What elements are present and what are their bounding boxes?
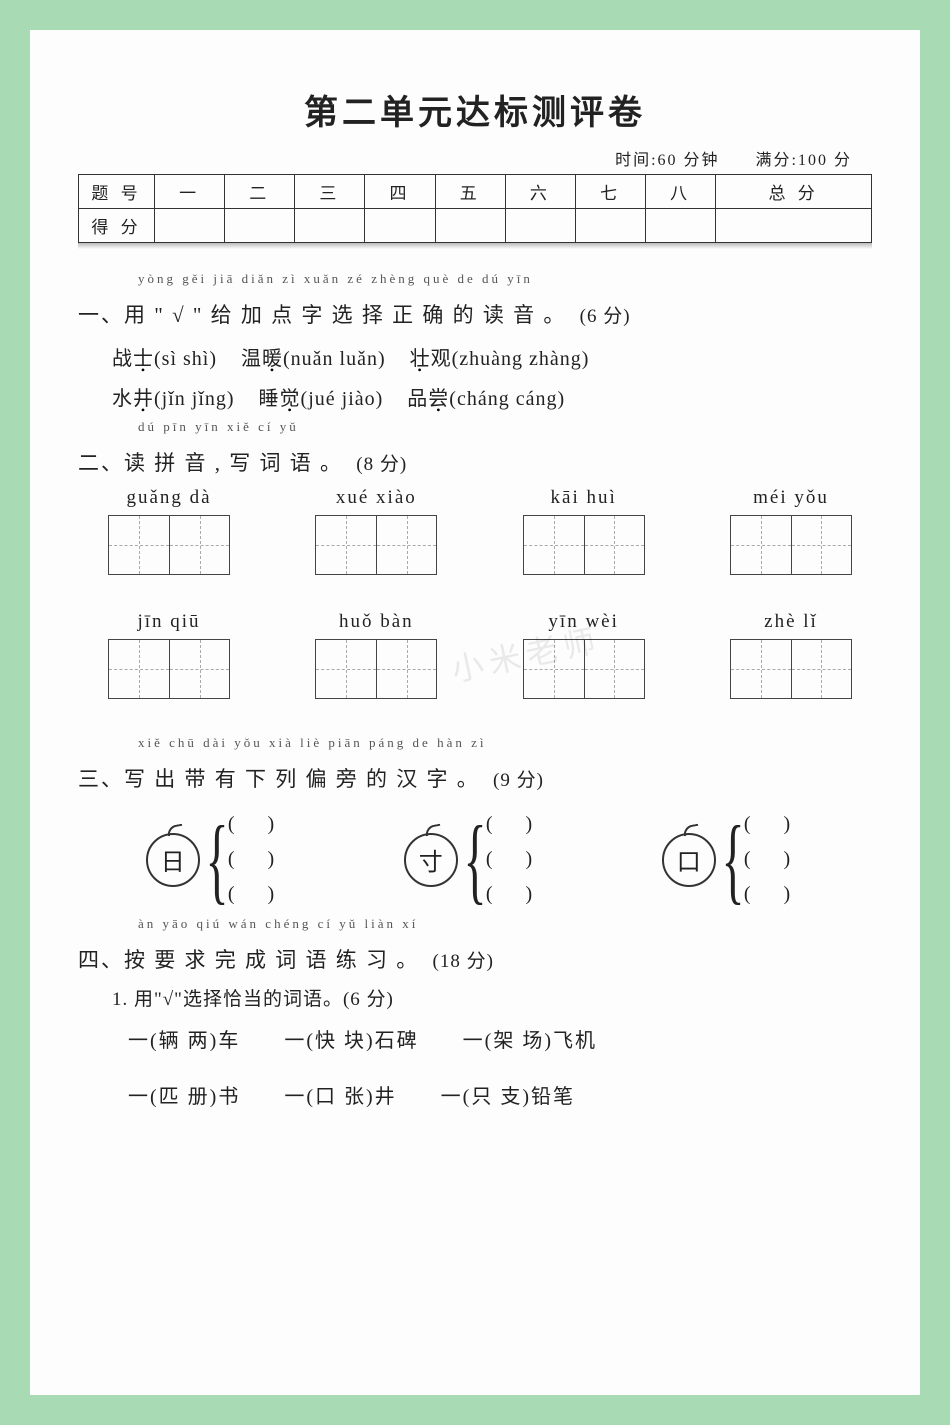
- col-head: 一: [155, 175, 225, 209]
- q2-grid: guǎng dà xué xiào kāi huì méi yǒu jīn qiū huǒ…: [78, 487, 872, 699]
- answer-slots[interactable]: ( )( )( ): [486, 813, 546, 906]
- q4-ruby: àn yāo qiú wán chéng cí yǔ liàn xí: [78, 916, 872, 932]
- pinyin-label: zhè lǐ: [730, 611, 852, 633]
- brace-icon: {: [463, 826, 486, 893]
- pinyin-label: guǎng dà: [108, 487, 230, 509]
- q1-heading-text: 一、用 " √ " 给 加 点 字 选 择 正 确 的 读 音 。: [78, 303, 566, 327]
- score-cell[interactable]: [225, 209, 295, 243]
- col-head: 五: [435, 175, 505, 209]
- q1-heading: 一、用 " √ " 给 加 点 字 选 择 正 确 的 读 音 。 (6 分): [78, 299, 872, 329]
- fullscore-label: 满分:100 分: [756, 152, 852, 169]
- q2-item: guǎng dà: [108, 487, 230, 575]
- col-head: 二: [225, 175, 295, 209]
- radical-apple-icon: 日: [146, 833, 200, 887]
- tianzige-box[interactable]: [523, 639, 645, 699]
- score-cell[interactable]: [646, 209, 716, 243]
- q3-item: 寸{( )( )( ): [404, 813, 546, 906]
- tianzige-box[interactable]: [315, 639, 437, 699]
- q3-item: 口{( )( )( ): [662, 813, 804, 906]
- q4-choice-item[interactable]: 一(架 场)飞机: [463, 1021, 597, 1061]
- radical-apple-icon: 口: [662, 833, 716, 887]
- q1-body: 战士(sì shì) 温暖(nuǎn luǎn) 壮观(zhuàng zhàng) 水…: [78, 339, 872, 419]
- row-label: 得 分: [79, 209, 155, 243]
- q3-ruby: xiě chū dài yǒu xià liè piān páng de hàn…: [78, 735, 872, 751]
- meta-row: 时间:60 分钟 满分:100 分: [78, 146, 872, 170]
- tianzige-box[interactable]: [730, 515, 852, 575]
- q3-row: 日{( )( )( )寸{( )( )( )口{( )( )( ): [78, 803, 872, 916]
- radical-apple-icon: 寸: [404, 833, 458, 887]
- q4-choice-item[interactable]: 一(快 块)石碑: [284, 1021, 418, 1061]
- q2-item: xué xiào: [315, 487, 437, 575]
- score-cell[interactable]: [295, 209, 365, 243]
- pinyin-label: kāi huì: [523, 487, 645, 509]
- score-cell[interactable]: [505, 209, 575, 243]
- q2-item: jīn qiū: [108, 611, 230, 699]
- q2-item: zhè lǐ: [730, 611, 852, 699]
- q2-heading-text: 二、读 拼 音 , 写 词 语 。: [78, 451, 343, 475]
- answer-slots[interactable]: ( )( )( ): [228, 813, 288, 906]
- tianzige-box[interactable]: [523, 515, 645, 575]
- q1-item[interactable]: 睡觉(jué jiào): [259, 379, 384, 419]
- brace-icon: {: [721, 826, 744, 893]
- page: 第二单元达标测评卷 时间:60 分钟 满分:100 分 题 号 一 二 三 四 …: [30, 30, 920, 1395]
- table-row: 得 分: [79, 209, 872, 243]
- q4-choice-item[interactable]: 一(辆 两)车: [128, 1021, 240, 1061]
- q4-choice-item[interactable]: 一(口 张)井: [284, 1077, 396, 1117]
- pinyin-label: jīn qiū: [108, 611, 230, 633]
- q4-points: (18 分): [433, 951, 494, 972]
- q2-item: huǒ bàn: [315, 611, 437, 699]
- score-cell[interactable]: [435, 209, 505, 243]
- tianzige-box[interactable]: [108, 515, 230, 575]
- col-head: 四: [365, 175, 435, 209]
- q2-item: yīn wèi: [523, 611, 645, 699]
- col-head: 七: [575, 175, 645, 209]
- q4-heading: 四、按 要 求 完 成 词 语 练 习 。 (18 分): [78, 944, 872, 974]
- col-head: 八: [646, 175, 716, 209]
- tianzige-box[interactable]: [108, 639, 230, 699]
- score-cell[interactable]: [716, 209, 872, 243]
- q4-sub1: 1. 用"√"选择恰当的词语。(6 分): [78, 984, 872, 1011]
- col-head: 三: [295, 175, 365, 209]
- time-label: 时间:60 分钟: [615, 152, 719, 169]
- col-head: 六: [505, 175, 575, 209]
- q2-ruby: dú pīn yīn xiě cí yǔ: [78, 419, 872, 435]
- q3-item: 日{( )( )( ): [146, 813, 288, 906]
- brace-icon: {: [205, 826, 228, 893]
- q1-points: (6 分): [580, 306, 631, 327]
- table-row: 题 号 一 二 三 四 五 六 七 八 总 分: [79, 175, 872, 209]
- q2-item: kāi huì: [523, 487, 645, 575]
- q1-item[interactable]: 品尝(cháng cáng): [407, 379, 565, 419]
- pinyin-label: xué xiào: [315, 487, 437, 509]
- tianzige-box[interactable]: [730, 639, 852, 699]
- row-label: 题 号: [79, 175, 155, 209]
- q3-points: (9 分): [493, 770, 544, 791]
- q4-body: 一(辆 两)车 一(快 块)石碑 一(架 场)飞机一(匹 册)书 一(口 张)井 一(只…: [78, 1021, 872, 1117]
- pinyin-label: méi yǒu: [730, 487, 852, 509]
- pinyin-label: huǒ bàn: [315, 611, 437, 633]
- q3-heading: 三、写 出 带 有 下 列 偏 旁 的 汉 字 。 (9 分): [78, 763, 872, 793]
- q4-heading-text: 四、按 要 求 完 成 词 语 练 习 。: [78, 948, 419, 972]
- pinyin-label: yīn wèi: [523, 611, 645, 633]
- outer-frame: 第二单元达标测评卷 时间:60 分钟 满分:100 分 题 号 一 二 三 四 …: [0, 0, 950, 1425]
- q1-item[interactable]: 壮观(zhuàng zhàng): [410, 339, 590, 379]
- col-head: 总 分: [716, 175, 872, 209]
- score-cell[interactable]: [575, 209, 645, 243]
- q4-choice-item[interactable]: 一(匹 册)书: [128, 1077, 240, 1117]
- q2-item: méi yǒu: [730, 487, 852, 575]
- q1-item[interactable]: 水井(jǐn jǐng): [112, 379, 235, 419]
- q1-ruby: yòng gěi jiā diǎn zì xuǎn zé zhèng què d…: [78, 271, 872, 287]
- exam-title: 第二单元达标测评卷: [78, 85, 872, 134]
- tianzige-box[interactable]: [315, 515, 437, 575]
- score-cell[interactable]: [155, 209, 225, 243]
- answer-slots[interactable]: ( )( )( ): [744, 813, 804, 906]
- score-cell[interactable]: [365, 209, 435, 243]
- q2-heading: 二、读 拼 音 , 写 词 语 。 (8 分): [78, 447, 872, 477]
- q1-item[interactable]: 温暖(nuǎn luǎn): [241, 339, 386, 379]
- q3-heading-text: 三、写 出 带 有 下 列 偏 旁 的 汉 字 。: [78, 767, 480, 791]
- q2-points: (8 分): [356, 454, 407, 475]
- score-table: 题 号 一 二 三 四 五 六 七 八 总 分 得 分: [78, 174, 872, 243]
- q1-item[interactable]: 战士(sì shì): [112, 339, 217, 379]
- q4-choice-item[interactable]: 一(只 支)铅笔: [441, 1077, 575, 1117]
- table-shadow: [78, 243, 872, 249]
